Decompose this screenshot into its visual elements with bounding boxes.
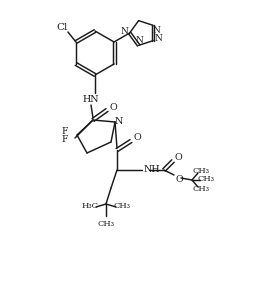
Text: H₃C: H₃C (82, 202, 98, 210)
Text: N: N (121, 28, 128, 37)
Text: O: O (109, 103, 117, 112)
Text: O: O (174, 153, 182, 162)
Text: N: N (115, 117, 123, 126)
Text: CH₃: CH₃ (97, 220, 114, 228)
Text: N: N (152, 26, 160, 35)
Text: CH₃: CH₃ (192, 185, 210, 193)
Text: F: F (62, 126, 68, 135)
Text: Cl: Cl (56, 22, 68, 31)
Text: HN: HN (83, 96, 99, 105)
Text: O: O (133, 133, 141, 142)
Text: CH₃: CH₃ (113, 202, 131, 210)
Text: N: N (136, 36, 143, 45)
Text: O: O (175, 175, 183, 183)
Text: N: N (154, 34, 162, 43)
Text: NH: NH (144, 166, 161, 175)
Text: CH₃: CH₃ (192, 167, 210, 175)
Text: CH₃: CH₃ (198, 175, 214, 183)
Text: F: F (62, 135, 68, 144)
